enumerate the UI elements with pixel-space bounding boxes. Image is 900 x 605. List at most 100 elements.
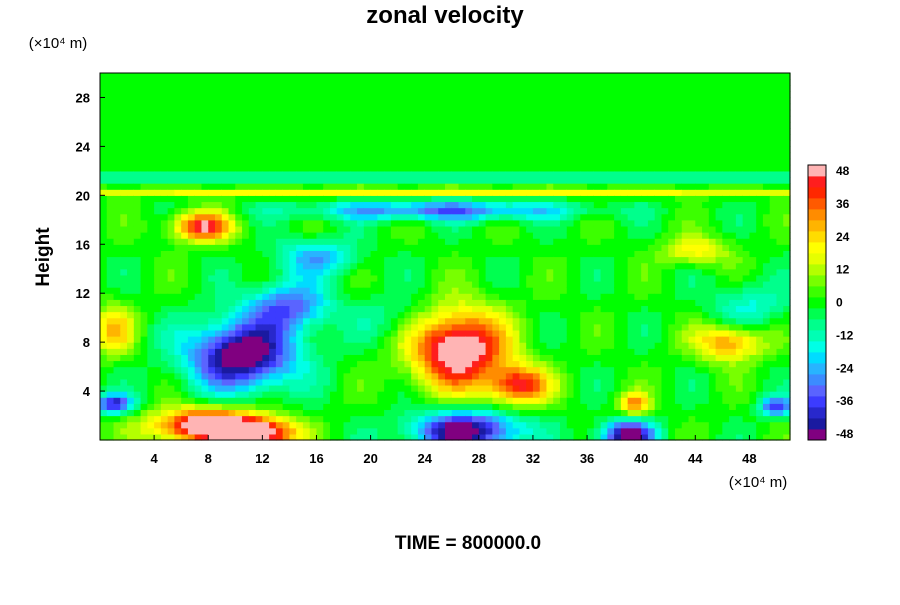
field-cell <box>242 336 250 343</box>
field-cell <box>445 183 453 190</box>
field-cell <box>343 152 351 160</box>
field-cell <box>546 85 554 92</box>
field-cell <box>397 305 406 313</box>
field-cell <box>445 311 453 319</box>
field-cell <box>451 311 460 319</box>
field-cell <box>614 134 622 141</box>
field-cell <box>566 115 575 123</box>
field-cell <box>431 109 439 117</box>
field-cell <box>641 372 649 380</box>
field-cell <box>181 323 189 331</box>
field-cell <box>458 274 466 282</box>
field-cell <box>539 397 548 404</box>
field-cell <box>593 427 602 435</box>
field-cell <box>181 397 189 404</box>
field-cell <box>215 85 223 92</box>
field-cell <box>587 397 595 404</box>
field-cell <box>600 164 608 172</box>
field-cell <box>417 140 426 147</box>
field-cell <box>370 170 378 178</box>
field-cell <box>127 128 135 135</box>
field-cell <box>600 73 608 80</box>
field-cell <box>262 348 270 355</box>
field-cell <box>580 85 588 92</box>
field-cell <box>167 219 176 227</box>
field-cell <box>133 433 142 441</box>
field-cell <box>593 372 602 380</box>
field-cell <box>587 409 595 417</box>
field-cell <box>573 317 581 325</box>
field-cell <box>187 109 196 117</box>
field-cell <box>458 366 466 374</box>
field-cell <box>363 360 372 368</box>
field-cell <box>100 348 108 355</box>
field-cell <box>661 391 669 398</box>
field-cell <box>526 397 534 404</box>
field-cell <box>181 238 189 245</box>
field-cell <box>296 225 304 233</box>
field-cell <box>539 232 548 239</box>
field-cell <box>255 115 263 123</box>
field-cell <box>181 146 189 154</box>
field-cell <box>627 250 636 258</box>
field-cell <box>654 323 663 331</box>
field-cell <box>390 287 399 294</box>
field-cell <box>390 195 399 203</box>
field-cell <box>478 201 487 209</box>
field-cell <box>458 158 466 166</box>
field-cell <box>228 403 236 411</box>
field-cell <box>154 262 162 270</box>
field-cell <box>526 403 534 411</box>
field-cell <box>289 189 297 196</box>
field-cell <box>445 73 453 80</box>
field-cell <box>614 391 622 398</box>
field-cell <box>641 201 649 209</box>
field-cell <box>228 372 236 380</box>
field-cell <box>546 262 554 270</box>
field-cell <box>593 170 602 178</box>
field-cell <box>113 336 121 343</box>
field-cell <box>174 79 182 86</box>
field-cell <box>553 421 561 429</box>
field-cell <box>106 85 115 92</box>
field-cell <box>566 73 575 80</box>
field-cell <box>154 403 162 411</box>
field-cell <box>336 134 345 141</box>
field-cell <box>417 207 426 215</box>
field-cell <box>275 433 284 441</box>
field-cell <box>512 360 521 368</box>
field-cell <box>269 348 277 355</box>
field-cell <box>174 91 182 99</box>
field-cell <box>492 262 500 270</box>
field-cell <box>438 323 446 331</box>
field-cell <box>242 317 250 325</box>
field-cell <box>221 189 230 196</box>
field-cell <box>201 140 209 147</box>
field-cell <box>167 250 176 258</box>
field-cell <box>431 409 439 417</box>
field-cell <box>330 201 338 209</box>
field-cell <box>573 219 581 227</box>
field-cell <box>100 409 108 417</box>
field-cell <box>620 415 629 423</box>
field-cell <box>404 256 412 264</box>
field-cell <box>127 85 135 92</box>
field-cell <box>147 183 155 190</box>
field-cell <box>519 103 527 111</box>
field-cell <box>235 207 243 215</box>
field-cell <box>560 354 568 362</box>
field-cell <box>100 342 108 349</box>
field-cell <box>404 213 412 221</box>
field-cell <box>370 140 378 147</box>
field-cell <box>580 146 588 154</box>
field-cell <box>607 391 615 398</box>
field-cell <box>384 109 392 117</box>
field-cell <box>255 79 263 86</box>
field-cell <box>106 336 115 343</box>
field-cell <box>269 256 277 264</box>
field-cell <box>269 115 277 123</box>
field-cell <box>492 121 500 129</box>
field-cell <box>560 244 568 251</box>
field-cell <box>600 91 608 99</box>
field-cell <box>336 433 345 441</box>
